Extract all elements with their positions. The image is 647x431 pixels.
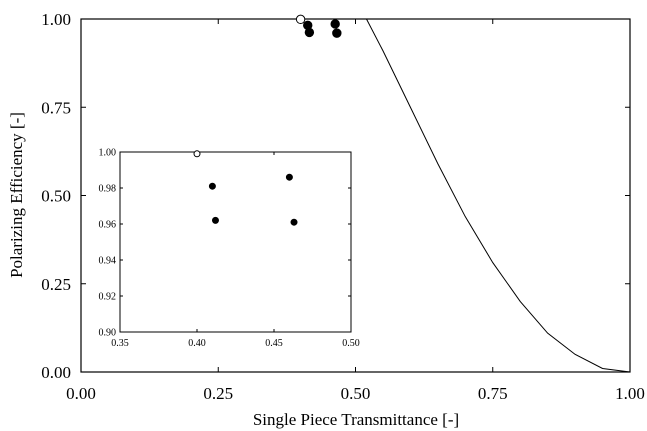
filled-data-point — [208, 182, 216, 190]
x-tick-label: 0.45 — [265, 338, 283, 349]
filled-data-point — [290, 218, 298, 226]
y-tick-label: 0.92 — [99, 292, 117, 303]
open-data-point — [193, 150, 201, 158]
y-tick-label: 0.96 — [99, 220, 117, 231]
y-tick-label: 0.75 — [41, 98, 71, 117]
y-tick-label: 0.90 — [99, 328, 117, 339]
filled-data-point — [285, 173, 293, 181]
open-data-point — [295, 14, 306, 25]
y-axis-label: Polarizing Efficiency [-] — [7, 112, 26, 278]
filled-data-point — [330, 19, 340, 29]
y-tick-label: 0.00 — [41, 363, 71, 382]
filled-data-point — [332, 28, 342, 38]
y-tick-label: 0.98 — [99, 184, 117, 195]
x-tick-label: 1.00 — [615, 384, 645, 403]
x-tick-label: 0.50 — [342, 338, 360, 349]
y-tick-label: 1.00 — [99, 148, 117, 159]
filled-data-point — [304, 27, 315, 38]
x-axis-label: Single Piece Transmittance [-] — [253, 410, 459, 429]
y-tick-label: 0.50 — [41, 187, 71, 206]
y-tick-label: 0.94 — [99, 256, 117, 267]
x-tick-label: 0.35 — [111, 338, 129, 349]
x-tick-label: 0.75 — [478, 384, 508, 403]
x-tick-label: 0.40 — [188, 338, 206, 349]
y-tick-label: 1.00 — [41, 10, 71, 29]
filled-data-point — [211, 216, 219, 224]
x-tick-label: 0.50 — [341, 384, 371, 403]
inset-background — [120, 152, 351, 332]
inset-plot-frame — [119, 151, 352, 333]
x-tick-label: 0.00 — [66, 384, 96, 403]
x-tick-label: 0.25 — [203, 384, 233, 403]
y-tick-label: 0.25 — [41, 275, 71, 294]
theory-curve — [81, 18, 631, 373]
